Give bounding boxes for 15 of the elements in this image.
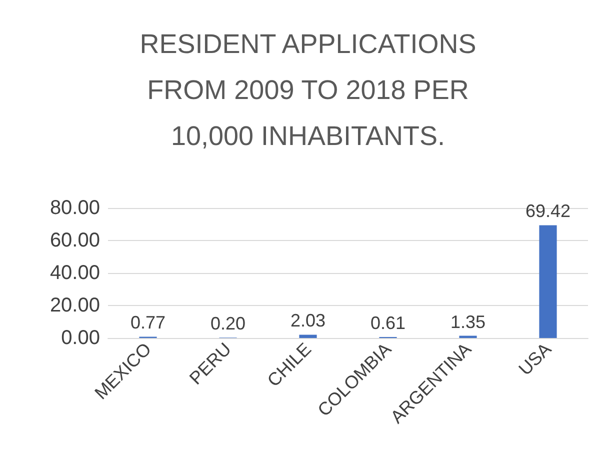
data-label: 0.20: [210, 314, 246, 334]
data-label: 2.03: [290, 310, 326, 331]
data-label: 69.42: [525, 201, 571, 222]
y-tick-label: 20.00: [50, 294, 100, 316]
y-tick-label: 60.00: [50, 230, 100, 252]
chart-title: RESIDENT APPLICATIONS FROM 2009 TO 2018 PER 10,000 INHABITANTS.: [140, 29, 476, 151]
x-tick-label: USA: [514, 338, 556, 380]
data-label: 0.77: [130, 312, 166, 333]
y-tick-label: 40.00: [50, 262, 100, 284]
data-label: 1.35: [450, 312, 486, 332]
data-label: 0.61: [370, 313, 406, 334]
y-tick-label: 80.00: [50, 197, 100, 219]
y-tick-label: 0.00: [61, 327, 100, 349]
bar: [299, 334, 317, 338]
bar: [539, 225, 557, 338]
